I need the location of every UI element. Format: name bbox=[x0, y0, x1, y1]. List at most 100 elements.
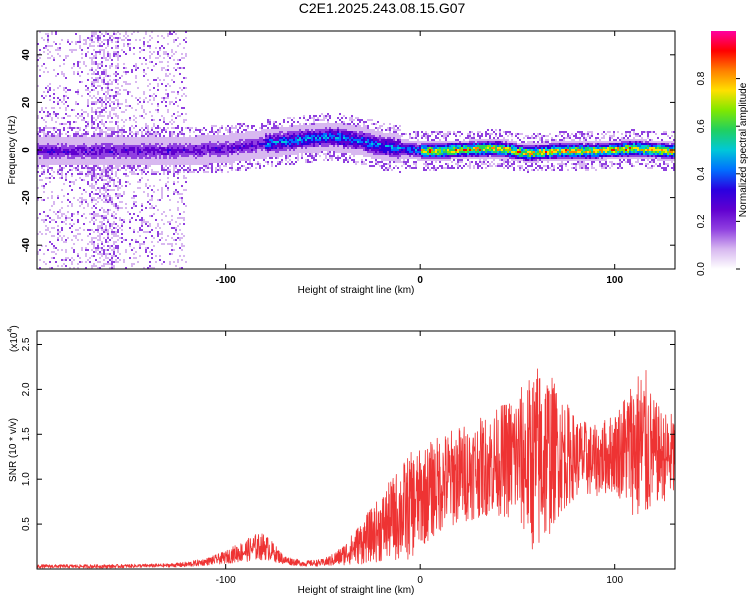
heatmap-cell bbox=[39, 163, 41, 165]
heatmap-cell bbox=[57, 143, 59, 145]
heatmap-cell bbox=[109, 55, 111, 57]
heatmap-cell bbox=[39, 249, 41, 251]
heatmap-cell bbox=[167, 35, 169, 37]
heatmap-cell bbox=[165, 89, 167, 91]
heatmap-cell bbox=[329, 131, 331, 133]
heatmap-cell bbox=[91, 125, 93, 127]
heatmap-cell bbox=[149, 231, 151, 233]
heatmap-cell bbox=[53, 157, 55, 159]
heatmap-cell bbox=[95, 109, 97, 111]
heatmap-cell bbox=[53, 97, 55, 99]
heatmap-cell bbox=[179, 99, 181, 101]
heatmap-cell bbox=[155, 173, 157, 175]
heatmap-cell bbox=[89, 149, 91, 151]
heatmap-cell bbox=[141, 167, 143, 169]
heatmap-cell bbox=[335, 127, 337, 129]
heatmap-cell bbox=[297, 125, 299, 127]
heatmap-cell bbox=[261, 157, 263, 159]
heatmap-cell bbox=[231, 143, 233, 145]
heatmap-cell bbox=[227, 145, 229, 147]
heatmap-cell bbox=[327, 131, 329, 133]
heatmap-cell bbox=[53, 247, 55, 249]
heatmap-cell bbox=[147, 167, 149, 169]
heatmap-cell bbox=[313, 143, 315, 145]
heatmap-cell bbox=[225, 135, 227, 137]
heatmap-cell bbox=[99, 257, 101, 259]
heatmap-cell bbox=[269, 143, 271, 145]
heatmap-cell bbox=[251, 141, 253, 143]
heatmap-cell bbox=[337, 149, 339, 151]
heatmap-cell bbox=[113, 97, 115, 99]
heatmap-cell bbox=[215, 135, 217, 137]
heatmap-cell bbox=[89, 151, 91, 153]
heatmap-cell bbox=[161, 243, 163, 245]
heatmap-cell bbox=[243, 135, 245, 137]
heatmap-cell bbox=[143, 143, 145, 145]
heatmap-cell bbox=[111, 197, 113, 199]
heatmap-cell bbox=[47, 121, 49, 123]
heatmap-cell bbox=[181, 161, 183, 163]
heatmap-cell bbox=[209, 155, 211, 157]
heatmap-cell bbox=[215, 161, 217, 163]
heatmap-cell bbox=[275, 121, 277, 123]
heatmap-cell bbox=[41, 65, 43, 67]
heatmap-cell bbox=[295, 145, 297, 147]
heatmap-cell bbox=[121, 163, 123, 165]
heatmap-cell bbox=[183, 175, 185, 177]
heatmap-cell bbox=[191, 143, 193, 145]
heatmap-cell bbox=[157, 115, 159, 117]
heatmap-cell bbox=[197, 155, 199, 157]
heatmap-cell bbox=[155, 79, 157, 81]
heatmap-cell bbox=[181, 153, 183, 155]
heatmap-cell bbox=[93, 221, 95, 223]
heatmap-cell bbox=[91, 31, 93, 33]
heatmap-cell bbox=[167, 111, 169, 113]
heatmap-cell bbox=[289, 131, 291, 133]
heatmap-cell bbox=[111, 133, 113, 135]
heatmap-cell bbox=[125, 155, 127, 157]
heatmap-cell bbox=[149, 51, 151, 53]
heatmap-cell bbox=[125, 109, 127, 111]
heatmap-cell bbox=[107, 89, 109, 91]
heatmap-cell bbox=[131, 141, 133, 143]
heatmap-cell bbox=[191, 157, 193, 159]
heatmap-cell bbox=[87, 137, 89, 139]
heatmap-cell bbox=[65, 175, 67, 177]
heatmap-cell bbox=[121, 237, 123, 239]
heatmap-cell bbox=[129, 163, 131, 165]
heatmap-cell bbox=[89, 161, 91, 163]
heatmap-cell bbox=[53, 69, 55, 71]
heatmap-cell bbox=[63, 123, 65, 125]
heatmap-cell bbox=[63, 63, 65, 65]
heatmap-cell bbox=[133, 179, 135, 181]
heatmap-cell bbox=[255, 157, 257, 159]
heatmap-cell bbox=[115, 241, 117, 243]
heatmap-cell bbox=[109, 95, 111, 97]
heatmap-cell bbox=[225, 153, 227, 155]
heatmap-cell bbox=[137, 141, 139, 143]
heatmap-cell bbox=[91, 153, 93, 155]
heatmap-cell bbox=[109, 259, 111, 261]
heatmap-cell bbox=[133, 161, 135, 163]
heatmap-cell bbox=[117, 109, 119, 111]
heatmap-cell bbox=[201, 135, 203, 137]
heatmap-cell bbox=[105, 87, 107, 89]
heatmap-cell bbox=[287, 155, 289, 157]
heatmap-cell bbox=[167, 141, 169, 143]
heatmap-cell bbox=[275, 137, 277, 139]
heatmap-cell bbox=[85, 125, 87, 127]
heatmap-cell bbox=[101, 253, 103, 255]
heatmap-cell bbox=[199, 139, 201, 141]
heatmap-cell bbox=[131, 143, 133, 145]
heatmap-cell bbox=[137, 231, 139, 233]
heatmap-cell bbox=[135, 151, 137, 153]
heatmap-cell bbox=[185, 55, 187, 57]
heatmap-cell bbox=[139, 147, 141, 149]
heatmap-cell bbox=[149, 159, 151, 161]
heatmap-cell bbox=[233, 151, 235, 153]
heatmap-cell bbox=[123, 139, 125, 141]
heatmap-cell bbox=[309, 149, 311, 151]
heatmap-cell bbox=[325, 147, 327, 149]
heatmap-cell bbox=[101, 187, 103, 189]
heatmap-cell bbox=[61, 207, 63, 209]
